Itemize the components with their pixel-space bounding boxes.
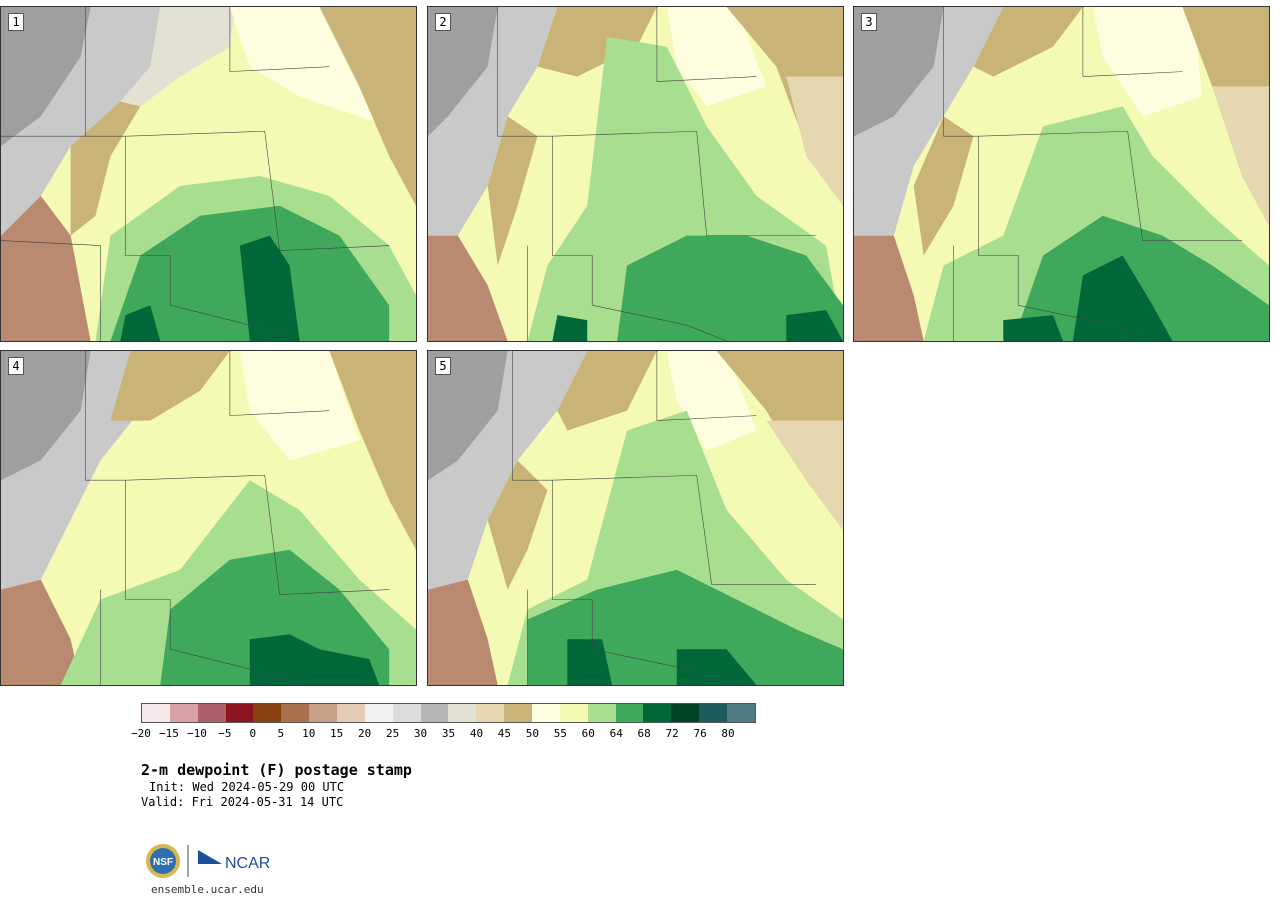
colorbar-tick-label: 60 — [581, 727, 595, 740]
colorbar-tick-label: 0 — [249, 727, 257, 740]
colorbar-tick-label: −5 — [218, 727, 232, 740]
plot-title: 2-m dewpoint (F) postage stamp — [141, 761, 412, 779]
colorbar-swatch — [169, 704, 198, 722]
colorbar-swatch — [587, 704, 616, 722]
colorbar-swatch — [225, 704, 254, 722]
dewpoint-map-4 — [1, 351, 416, 685]
colorbar-tick-label: 45 — [497, 727, 512, 740]
colorbar-tick-label: 20 — [358, 727, 372, 740]
colorbar-tick-label: 68 — [637, 727, 651, 740]
colorbar-tick-label: 55 — [553, 727, 567, 740]
colorbar-tick-label: 80 — [721, 727, 735, 740]
member-map-4: 4 — [0, 350, 417, 686]
colorbar-tick-label: 10 — [302, 727, 316, 740]
colorbar-tick-label: −15 — [159, 727, 179, 740]
colorbar-swatch — [476, 704, 505, 722]
colorbar-swatch — [532, 704, 560, 722]
colorbar-tick-label: 40 — [469, 727, 484, 740]
colorbar-tick-label: 25 — [385, 727, 400, 740]
colorbar-swatch — [197, 704, 226, 722]
colorbar-swatch — [420, 704, 449, 722]
colorbar-swatch — [615, 704, 644, 722]
member-map-2: 2 — [427, 6, 844, 342]
colorbar-tick-label: 30 — [413, 727, 428, 740]
colorbar-tick-label: 64 — [609, 727, 623, 740]
ncar-mark-icon — [198, 850, 222, 864]
colorbar-swatch — [337, 704, 365, 722]
member-map-1: 1 — [0, 6, 417, 342]
dewpoint-colorbar — [141, 703, 756, 723]
member-map-5: 5 — [427, 350, 844, 686]
dewpoint-map-2 — [428, 7, 843, 341]
member-label: 5 — [435, 357, 451, 375]
colorbar-swatch — [727, 704, 755, 722]
colorbar-swatch — [699, 704, 728, 722]
colorbar-swatch — [281, 704, 310, 722]
colorbar-tick-label: −10 — [186, 727, 207, 740]
colorbar-swatch — [142, 704, 170, 722]
dewpoint-map-1 — [1, 7, 416, 341]
svg-text:NSF: NSF — [153, 857, 173, 868]
colorbar-swatch — [448, 704, 477, 722]
colorbar-tick-label: 76 — [693, 727, 707, 740]
colorbar-tick-label: 72 — [665, 727, 679, 740]
member-map-3: 3 — [853, 6, 1270, 342]
colorbar-tick-label: 15 — [330, 727, 344, 740]
website-url: ensemble.ucar.edu — [151, 883, 264, 896]
valid-time: Valid: Fri 2024-05-31 14 UTC — [141, 795, 344, 809]
member-label: 1 — [8, 13, 24, 31]
colorbar-tick-label: 35 — [441, 727, 456, 740]
svg-text:NCAR: NCAR — [225, 855, 270, 872]
colorbar-swatch — [643, 704, 672, 722]
colorbar-swatch — [504, 704, 533, 722]
colorbar-swatch — [309, 704, 338, 722]
member-label: 2 — [435, 13, 451, 31]
colorbar-tick-label: −20 — [131, 727, 151, 740]
colorbar-tick-label: 5 — [277, 727, 285, 740]
dewpoint-map-5 — [428, 351, 843, 685]
colorbar-swatch — [559, 704, 588, 722]
nsf-ncar-logo: NSF NCAR — [146, 844, 270, 878]
dewpoint-map-3 — [854, 7, 1269, 341]
init-time: Init: Wed 2024-05-29 00 UTC — [149, 780, 345, 794]
colorbar-swatch — [364, 704, 393, 722]
colorbar-tick-label: 50 — [525, 727, 539, 740]
member-label: 4 — [8, 357, 24, 375]
colorbar-swatch — [671, 704, 700, 722]
member-label: 3 — [861, 13, 877, 31]
colorbar-swatch — [392, 704, 421, 722]
colorbar-swatch — [253, 704, 282, 722]
colorbar-ticks: −20 −15 −10 −5 0 5 10 15 20 25 30 35 40 45 50 55 60 64 68 7… — [131, 727, 756, 741]
